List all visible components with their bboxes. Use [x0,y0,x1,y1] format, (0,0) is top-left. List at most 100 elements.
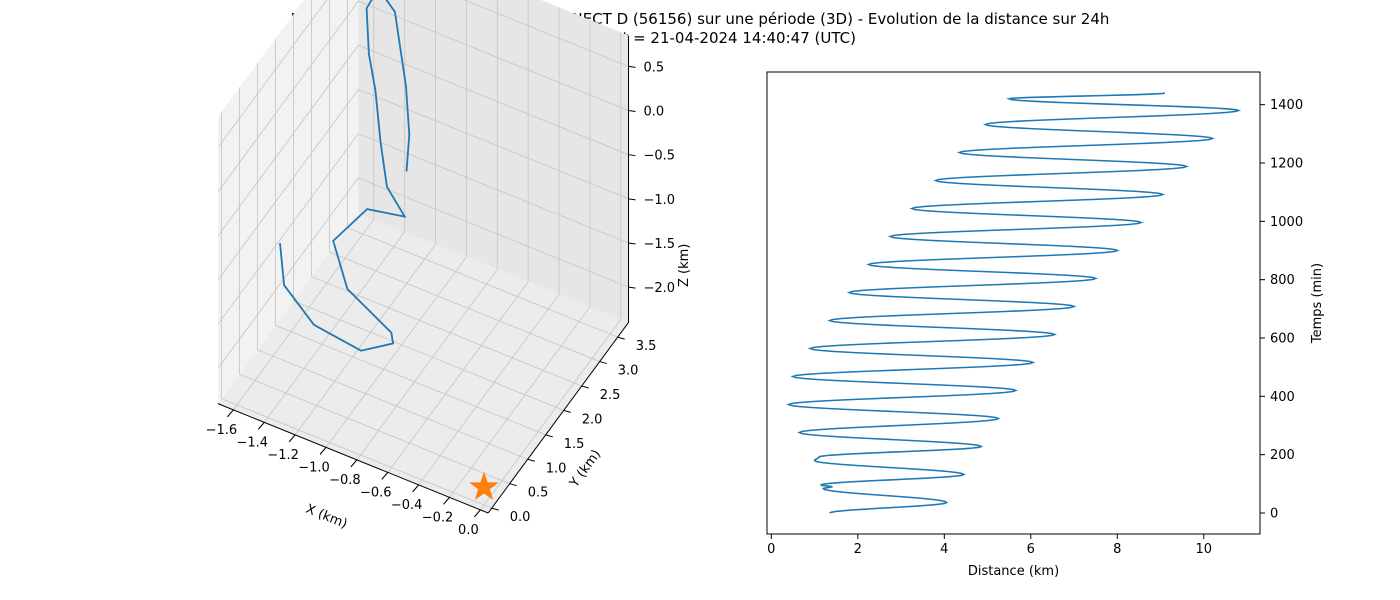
y-tick-label-3d: 1.0 [546,461,567,476]
x-axis-label-3d: X (km) [304,502,350,532]
axes-3d-grid [217,0,629,511]
z-tick-label-3d: −0.5 [644,149,676,164]
y-tick-label: 600 [1270,332,1295,347]
x-tick-label: 4 [940,542,948,557]
y-tick-3d [491,507,499,511]
y-tick-label-3d: 3.0 [618,364,639,379]
z-tick-label-3d: 0.5 [644,60,665,75]
z-tick-3d [628,154,636,157]
x-tick-label-3d: 0.0 [458,523,479,538]
z-tick-3d [628,110,636,113]
grid-line [294,244,436,436]
y-tick-label-3d: 0.5 [528,486,549,501]
z-axis-label-3d: Z (km) [677,244,692,287]
grid-line [275,325,546,436]
x-tick-label-3d: −0.8 [329,473,361,488]
y-tick-label: 1200 [1270,157,1303,172]
z-tick-label-3d: 0.0 [644,105,665,120]
x-tick-3d [319,447,327,455]
grid-line [325,256,467,448]
grid-line [387,281,529,473]
x-tick-label: 0 [767,542,775,557]
grid-line [358,0,629,111]
z-tick-3d [628,198,636,201]
trajectory-3d-chart: −1.6−1.4−1.2−1.0−0.8−0.6−0.4−0.20.00.00.… [206,0,692,538]
y-tick-3d [545,434,553,438]
y-tick-label: 800 [1270,273,1295,288]
grid-line [217,0,328,148]
x-tick-label-3d: −1.4 [236,435,268,450]
grid-line [311,276,582,387]
grid-line [356,269,498,461]
z-tick-label-3d: −1.5 [644,237,676,252]
y-tick-label: 1400 [1270,98,1303,113]
x-tick-label-3d: −1.6 [206,423,238,438]
floor-pane [217,213,629,514]
x-tick-label-3d: −1.0 [298,460,330,475]
grid-line [418,294,560,486]
left-pane [217,0,359,404]
y-tick-label-3d: 1.5 [564,437,585,452]
grid-line [463,0,629,67]
distance-series-line [786,92,1242,514]
grid-line [449,306,591,498]
z-tick-3d [628,286,636,289]
z-tick-3d [628,242,636,245]
x-axis-label: Distance (km) [968,564,1059,579]
x-tick-label: 10 [1196,542,1213,557]
x-tick-3d [412,484,420,493]
y-tick-label-3d: 2.5 [600,388,621,403]
x-tick-3d [381,472,389,480]
y-axis-label: Temps (min) [1310,263,1325,344]
grid-line [217,0,359,192]
y-tick-label-3d: 0.0 [510,510,531,525]
x-tick-3d [288,434,296,443]
grid-line [329,251,600,362]
target-star-marker [469,471,499,500]
y-axis-label-3d: Y (km) [567,447,605,491]
plot-frame [766,71,1261,535]
x-tick-3d [443,497,450,505]
z-tick-3d [628,65,636,68]
x-tick-3d [257,422,265,430]
x-tick-label-3d: −0.6 [360,485,392,500]
x-tick-label: 2 [854,542,862,557]
axes-3d-data [279,0,499,500]
y-tick-label: 200 [1270,448,1295,463]
y-tick-3d [581,385,589,389]
y-tick-label: 1000 [1270,215,1303,230]
grid-line [358,177,629,288]
grid-line [263,231,406,423]
grid-line [358,89,629,200]
y-tick-3d [509,483,517,487]
x-tick-3d [227,409,234,418]
x-tick-label: 8 [1113,542,1121,557]
grid-line [217,177,359,369]
x-tick-label: 6 [1027,542,1035,557]
grid-line [480,319,622,511]
x-axis-line-3d [217,403,489,514]
grid-line [257,349,528,460]
x-tick-label-3d: −0.4 [391,498,423,513]
y-tick-3d [599,361,607,365]
grid-line [221,398,492,509]
y-tick-3d [563,409,571,413]
y-tick-3d [617,336,625,340]
y-tick-label-3d: 3.5 [636,339,657,354]
grid-line [347,227,618,338]
y-axis-line-3d [487,322,629,514]
z-tick-label-3d: −2.0 [644,281,676,296]
grid-line [217,45,359,237]
x-tick-3d [474,509,481,518]
axes-3d-panes [217,0,629,514]
y-tick-label: 400 [1270,390,1295,405]
grid-line [239,373,510,485]
back-pane [358,0,629,323]
grid-line [293,300,564,411]
axes-3d-frame: −1.6−1.4−1.2−1.0−0.8−0.6−0.4−0.20.00.00.… [206,35,676,538]
grid-line [217,89,359,281]
axis-ticks-2d: 0 2 4 6 8 10 0 200 400 600 800 1000 1200 1400 [767,98,1303,557]
x-tick-label-3d: −0.2 [422,510,454,525]
grid-line [233,219,375,411]
x-tick-3d [350,459,358,468]
